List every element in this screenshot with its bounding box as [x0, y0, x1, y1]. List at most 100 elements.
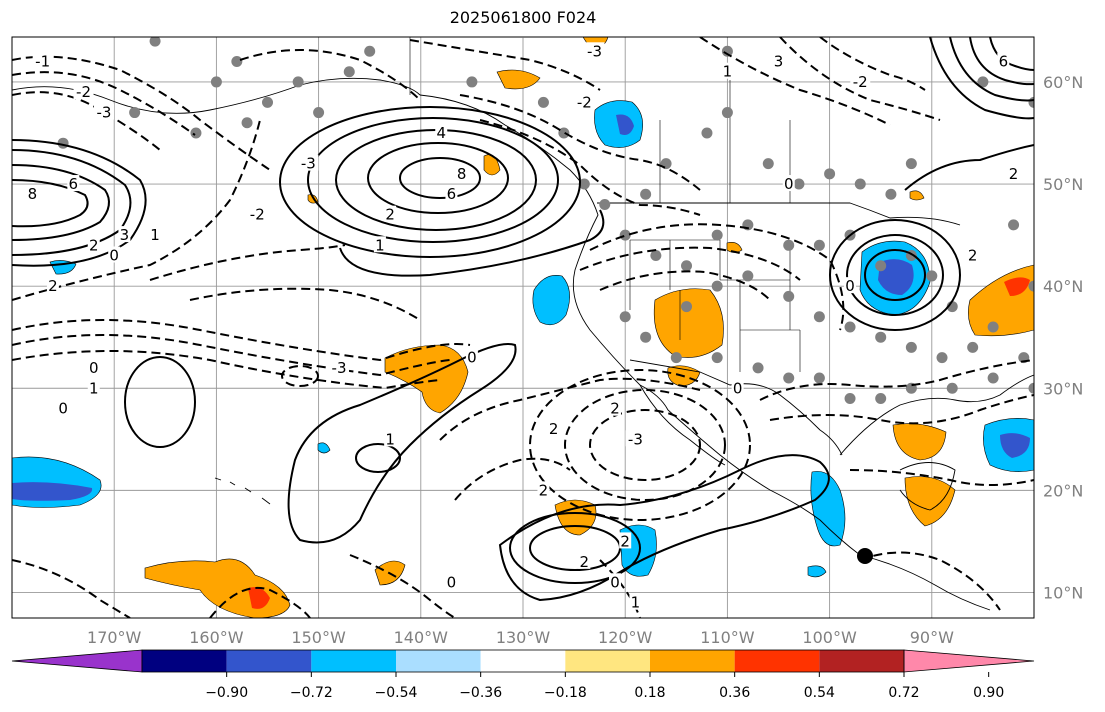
contour-label-bg: [247, 205, 268, 222]
station-dot: [210, 76, 222, 88]
positive-contour: [498, 454, 830, 602]
station-dot: [813, 311, 825, 323]
contour-label: -3: [332, 359, 347, 377]
positive-contour: [949, 37, 1034, 102]
contour-label-bg: [874, 37, 887, 38]
station-dot: [711, 280, 723, 292]
contour-label: 4: [876, 22, 886, 40]
station-dot: [711, 352, 723, 364]
high-pressure-contour: [335, 129, 537, 231]
station-dot: [762, 158, 774, 170]
negative-contour: [12, 559, 131, 618]
negative-contour: [529, 369, 751, 521]
contour-label-bg: [1059, 155, 1071, 171]
station-dot: [518, 25, 529, 36]
contour-label: 1: [723, 63, 733, 81]
contour-label: 0: [845, 277, 855, 295]
latitude-label: 10°N: [1043, 583, 1083, 602]
station-dot: [824, 168, 836, 180]
station-dot: [721, 107, 733, 119]
hawaii-islands: [214, 477, 271, 505]
station-dot: [1028, 280, 1034, 292]
contour-label-bg: [465, 348, 478, 365]
contour-label-bg: [574, 93, 595, 110]
positive-shade-region: [384, 344, 469, 414]
contour-label: 0: [610, 573, 620, 591]
station-dot: [936, 352, 948, 364]
station-dot: [129, 107, 141, 119]
station-dot: [619, 229, 631, 241]
canada-provinces: [409, 37, 791, 203]
contour-label-bg: [629, 593, 642, 610]
map-title: 2025061800 F024: [449, 8, 597, 27]
longitude-label: 110°W: [700, 628, 755, 647]
contour-label: -2: [250, 206, 265, 224]
positive-contours: [12, 37, 1034, 602]
yucatan: [899, 462, 956, 511]
contour-label-bg: [26, 37, 39, 38]
contour-label: 0: [109, 247, 119, 265]
contour-label: -3: [301, 155, 316, 173]
negative-contour: [409, 39, 601, 91]
colorbar-segment: [226, 650, 312, 672]
positive-contour: [969, 37, 1034, 86]
contour-label-bg: [850, 72, 871, 89]
station-dot: [783, 290, 795, 302]
contour-label-bg: [298, 154, 319, 171]
contour-label: 0: [1060, 349, 1070, 367]
station-dot: [875, 260, 887, 272]
latitude-label: 30°N: [1043, 379, 1083, 398]
station-dot: [313, 107, 325, 119]
contour-label: 2: [620, 532, 630, 550]
positive-shade-core: [1004, 277, 1030, 296]
station-dot: [262, 96, 273, 108]
station-dot: [231, 56, 243, 68]
contour-label: 2: [549, 420, 559, 438]
negative-contour: [209, 586, 311, 618]
contour-label: 2: [48, 277, 58, 295]
negative-contour: [589, 409, 701, 481]
longitude-label: 120°W: [598, 628, 653, 647]
negative-contour: [12, 55, 271, 171]
contour-label: 0: [784, 175, 794, 193]
contour-label: 1: [375, 236, 385, 254]
contour-label: 8: [457, 165, 467, 183]
positive-shade-region: [909, 190, 925, 201]
station-dot: [190, 127, 202, 139]
contour-label-bg: [782, 175, 795, 192]
station-dot: [844, 392, 856, 404]
longitude-label: 100°W: [802, 628, 857, 647]
negative-contours: [12, 37, 1034, 618]
colorbar-outline: [141, 649, 905, 673]
station-dot: [946, 382, 958, 394]
station-dot: [681, 301, 693, 313]
contour-label-bg: [445, 573, 458, 590]
station-dot: [650, 250, 662, 262]
station-dot: [343, 66, 355, 78]
station-dot: [844, 321, 856, 333]
contour-label: 3: [253, 22, 263, 40]
station-dot: [620, 25, 631, 36]
contour-label: 3: [120, 226, 130, 244]
station-dot: [681, 260, 693, 272]
latitude-label: 20°N: [1043, 481, 1083, 500]
contour-label: 2: [385, 206, 395, 224]
positive-contour: [989, 37, 1034, 71]
positive-contour: [929, 37, 1034, 120]
highlight-marker: [857, 548, 873, 564]
contour-label: -1: [35, 53, 50, 71]
contour-label-bg: [373, 236, 386, 253]
contour-label: 6: [999, 53, 1009, 71]
negative-contour: [819, 37, 926, 91]
colorbar: [11, 649, 1035, 673]
contour-label: 6: [447, 185, 457, 203]
contour-label-bg: [997, 52, 1010, 69]
contour-label: 2: [539, 481, 549, 499]
station-dot: [364, 45, 376, 57]
colorbar-tick-label: 0.36: [719, 685, 750, 701]
colorbar-segment: [311, 650, 396, 672]
contour-label: 0: [733, 379, 743, 397]
map-frame: [11, 36, 1035, 619]
high-pressure-contour: [307, 117, 559, 243]
